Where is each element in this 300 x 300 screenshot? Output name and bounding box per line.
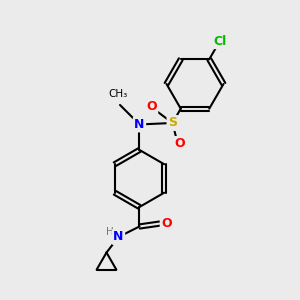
Text: O: O: [146, 100, 157, 113]
Text: O: O: [175, 137, 185, 151]
Text: S: S: [168, 116, 177, 130]
Text: Cl: Cl: [213, 34, 226, 48]
Text: CH₃: CH₃: [109, 89, 128, 99]
Text: O: O: [161, 217, 172, 230]
Text: N: N: [113, 230, 124, 244]
Text: H: H: [106, 226, 114, 237]
Text: N: N: [134, 118, 145, 131]
